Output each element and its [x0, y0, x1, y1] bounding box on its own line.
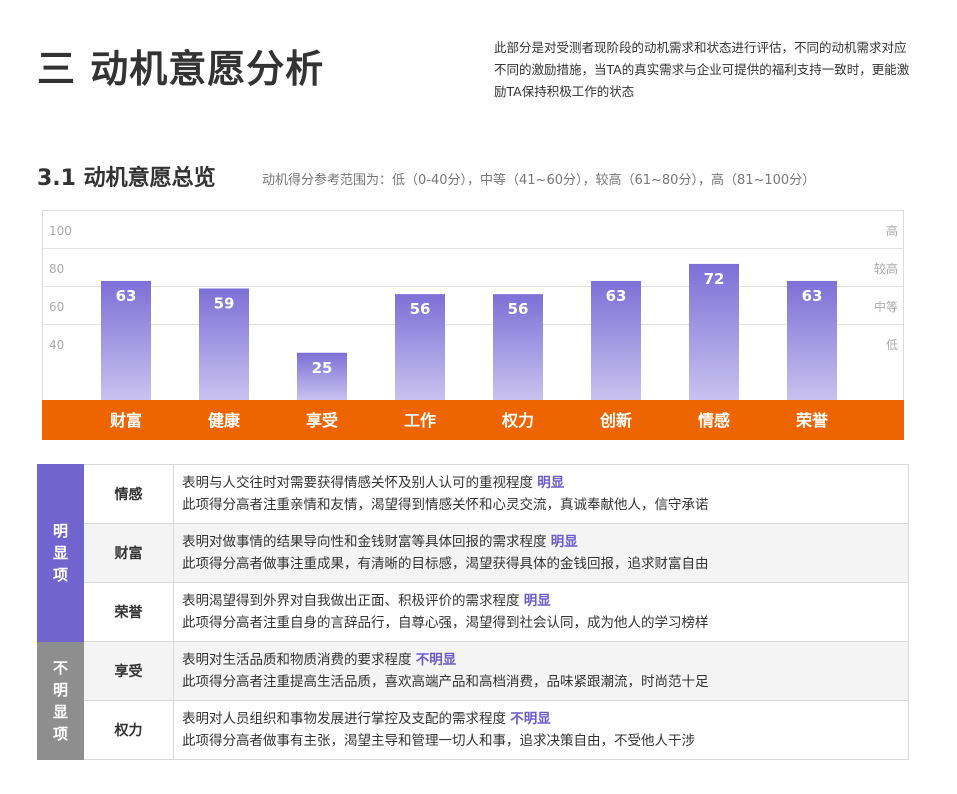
trait-explanation: 此项得分高者做事有主张，渴望主导和管理一切人和事，追求决策自由，不受他人干涉 — [182, 733, 695, 749]
bar-荣誉 — [787, 280, 837, 400]
bar-创新 — [591, 280, 641, 400]
significance-tag: 明显 — [550, 534, 578, 550]
bar-value-label: 56 — [508, 300, 529, 318]
category-label: 健康 — [208, 411, 241, 430]
trait-name: 财富 — [83, 523, 174, 583]
trait-description: 表明与人交往时对需要获得情感关怀及别人认可的重视程度 明显此项得分高者注重亲情和… — [173, 464, 909, 524]
bar-健康 — [199, 288, 249, 400]
group-label-significant: 明显项 — [37, 464, 84, 642]
significance-tag: 明显 — [523, 593, 551, 609]
trait-name: 享受 — [83, 641, 174, 701]
bar-value-label: 56 — [410, 300, 431, 318]
table-row: 明显项 情感 表明与人交往时对需要获得情感关怀及别人认可的重视程度 明显此项得分高者… — [37, 464, 909, 642]
trait-definition: 表明与人交往时对需要获得情感关怀及别人认可的重视程度 明显 — [182, 475, 565, 491]
significance-tag: 不明显 — [415, 652, 457, 668]
trait-description: 表明对做事情的结果导向性和金钱财富等具体回报的需求程度 明显此项得分高者做事注重… — [173, 523, 909, 583]
table-row: 财富 表明对做事情的结果导向性和金钱财富等具体回报的需求程度 明显此项得分高者做事… — [38, 523, 909, 583]
y-tick-label: 100 — [49, 224, 72, 238]
category-band — [42, 400, 904, 440]
bar-value-label: 59 — [214, 294, 235, 312]
trait-explanation: 此项得分高者注重亲情和友情，渴望得到情感关怀和心灵交流，真诚奉献他人，信守承诺 — [182, 497, 709, 513]
category-label: 权力 — [501, 411, 534, 430]
table-row: 权力 表明对人员组织和事物发展进行掌控及支配的需求程度 不明显此项得分高者做事有主… — [38, 700, 909, 760]
bar-value-label: 25 — [312, 359, 333, 377]
trait-description: 表明对人员组织和事物发展进行掌控及支配的需求程度 不明显此项得分高者做事有主张，… — [173, 700, 909, 760]
category-label: 情感 — [698, 411, 730, 430]
bar-value-label: 63 — [116, 287, 137, 305]
category-label: 财富 — [109, 411, 142, 430]
trait-explanation: 此项得分高者做事注重成果，有清晰的目标感，渴望获得具体的金钱回报，追求财富自由 — [182, 556, 709, 572]
section-title: 3.1 动机意愿总览 — [37, 166, 216, 191]
bar-工作 — [395, 294, 445, 400]
trait-explanation: 此项得分高者注重提高生活品质，喜欢高端产品和高档消费，品味紧跟潮流，时尚范十足 — [182, 674, 709, 690]
intro-text: 此部分是对受测者现阶段的动机需求和状态进行评估，不同的动机需求对应不同的激励措施… — [494, 40, 910, 99]
trait-explanation: 此项得分高者注重自身的言辞品行，自尊心强，渴望得到社会认同，成为他人的学习榜样 — [182, 615, 709, 631]
motivation-detail-table: 明显项 情感 表明与人交往时对需要获得情感关怀及别人认可的重视程度 明显此项得分高者… — [37, 464, 909, 760]
level-label: 中等 — [874, 299, 898, 314]
group-label-insignificant: 不明显项 — [37, 641, 84, 760]
y-tick-label: 80 — [49, 262, 64, 276]
level-label: 低 — [886, 338, 898, 352]
score-reference-note: 动机得分参考范围为：低（0-40分），中等（41~60分），较高（61~80分）… — [262, 173, 816, 188]
trait-definition: 表明对做事情的结果导向性和金钱财富等具体回报的需求程度 明显 — [182, 534, 578, 550]
trait-definition: 表明对人员组织和事物发展进行掌控及支配的需求程度 不明显 — [182, 711, 551, 727]
significance-tag: 不明显 — [510, 711, 551, 727]
bar-财富 — [101, 280, 151, 400]
level-label: 较高 — [874, 261, 898, 276]
bar-情感 — [689, 263, 739, 400]
trait-name: 权力 — [83, 700, 174, 760]
trait-definition: 表明对生活品质和物质消费的要求程度 不明显 — [182, 652, 457, 668]
bar-value-label: 63 — [606, 287, 627, 305]
category-label: 享受 — [306, 411, 338, 430]
table-row: 不明显项 享受 表明对生活品质和物质消费的要求程度 不明显此项得分高者注重提高生活品… — [37, 641, 909, 760]
bar-value-label: 63 — [802, 287, 823, 305]
trait-description: 表明对生活品质和物质消费的要求程度 不明显此项得分高者注重提高生活品质，喜欢高端… — [173, 641, 909, 701]
significance-tag: 明显 — [537, 475, 565, 491]
trait-name: 荣誉 — [83, 582, 174, 642]
category-label: 创新 — [599, 411, 632, 430]
level-label: 高 — [886, 223, 898, 238]
y-tick-label: 60 — [49, 300, 64, 314]
bar-享受 — [297, 352, 347, 400]
y-tick-label: 40 — [49, 338, 64, 352]
trait-name: 情感 — [83, 464, 174, 524]
trait-description: 表明渴望得到外界对自我做出正面、积极评价的需求程度 明显此项得分高者注重自身的言… — [173, 582, 909, 642]
page-title: 三 动机意愿分析 — [37, 47, 325, 91]
category-label: 荣誉 — [795, 411, 829, 430]
trait-definition: 表明渴望得到外界对自我做出正面、积极评价的需求程度 明显 — [182, 593, 551, 609]
bar-权力 — [493, 294, 543, 400]
motivation-bar-chart: 100 80 60 40 高较高中等低 63 59 25 56 56 63 72 63 财富 健康 享受 工… — [42, 210, 904, 440]
bar-value-label: 72 — [704, 270, 725, 288]
category-label: 工作 — [404, 411, 436, 430]
table-row: 荣誉 表明渴望得到外界对自我做出正面、积极评价的需求程度 明显此项得分高者注重自身… — [38, 582, 909, 642]
